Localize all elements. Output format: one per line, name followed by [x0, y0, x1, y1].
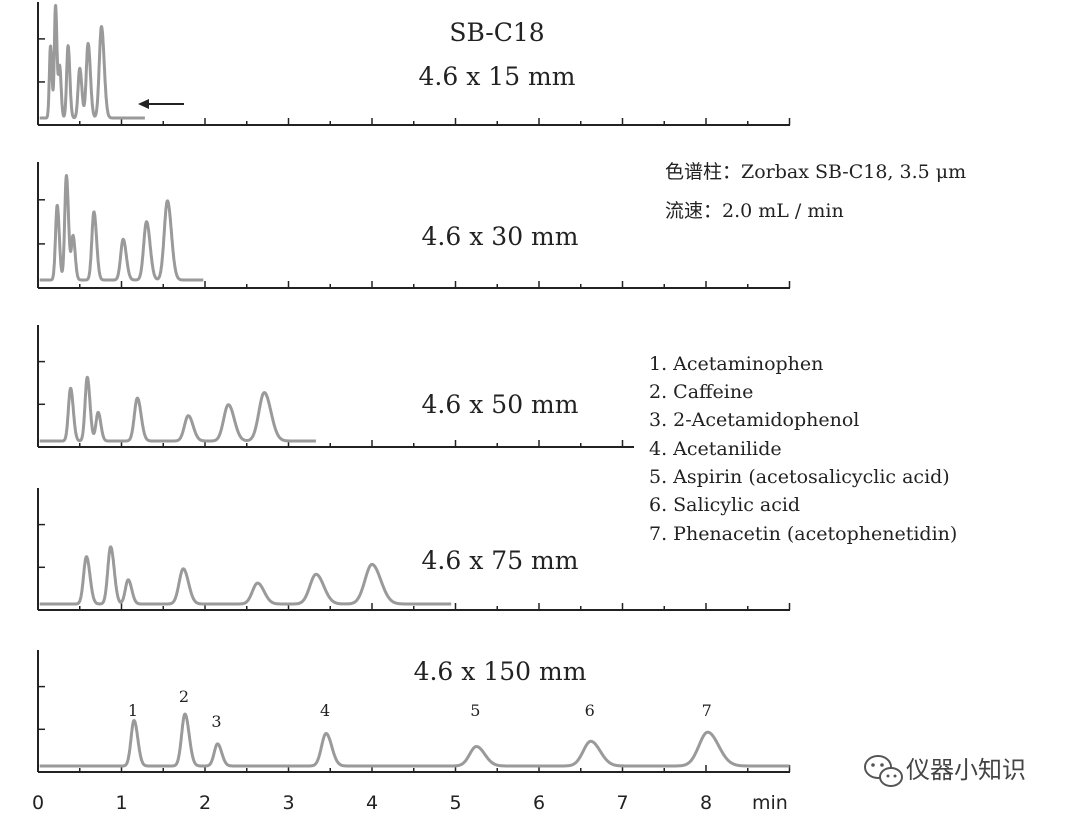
wechat-icon: [864, 755, 903, 787]
watermark: 仪器小知识: [864, 755, 1026, 787]
x-tick-label: 4: [366, 792, 378, 814]
column-info-line-1: 色谱柱：Zorbax SB-C18, 3.5 μm: [665, 161, 966, 183]
panel: 4.6 x 50 mm: [37, 325, 634, 448]
panel: 4.6 x 150 mm 1 2 3 4 5 6 7: [37, 650, 791, 773]
chromatogram-panels: 4.6 x 15 mm 4.6 x 30 mm 4.6 x 50 mm 4.6 x 7…: [37, 2, 791, 773]
chart-title: SB-C18: [449, 18, 544, 47]
legend-item: 6. Salicylic acid: [649, 494, 800, 516]
legend-item: 1. Acetaminophen: [649, 353, 823, 375]
peak-label: 1: [128, 701, 138, 720]
panel-label: 4.6 x 50 mm: [422, 390, 579, 419]
peak-label: 6: [585, 701, 595, 720]
x-axis-label: min: [752, 792, 788, 814]
x-tick-label: 0: [32, 792, 44, 814]
x-axis-ticks: 0 1 2 3 4 5 6 7 8: [32, 792, 712, 814]
x-tick-label: 2: [199, 792, 211, 814]
chromatogram-trace: [38, 545, 453, 606]
legend-item: 4. Acetanilide: [649, 438, 782, 460]
panel-label: 4.6 x 15 mm: [419, 62, 576, 91]
legend-item: 7. Phenacetin (acetophenetidin): [649, 523, 957, 545]
x-tick-label: 6: [533, 792, 545, 814]
legend-item: 3. 2-Acetamidophenol: [649, 409, 859, 431]
chromatogram-trace: [38, 4, 146, 120]
column-info-line-2: 流速：2.0 mL / min: [665, 200, 844, 222]
chromatogram-trace: [38, 712, 791, 768]
peak-label: 4: [320, 701, 330, 720]
chromatogram-trace: [38, 174, 205, 282]
panel-label: 4.6 x 30 mm: [422, 222, 579, 251]
panel: 4.6 x 30 mm: [37, 162, 791, 289]
legend-item: 5. Aspirin (acetosalicyclic acid): [649, 466, 950, 488]
arrow-icon: [138, 99, 184, 109]
watermark-text: 仪器小知识: [906, 756, 1026, 784]
x-tick-label: 5: [449, 792, 461, 814]
panel: 4.6 x 15 mm: [37, 2, 791, 126]
peak-label: 7: [702, 701, 712, 720]
panel: 4.6 x 75 mm: [37, 488, 791, 611]
panel-label: 4.6 x 150 mm: [414, 657, 587, 686]
peak-label: 2: [179, 687, 189, 706]
peak-label: 5: [470, 701, 480, 720]
x-tick-label: 1: [115, 792, 127, 814]
legend: 1. Acetaminophen 2. Caffeine 3. 2-Acetam…: [649, 353, 957, 545]
x-tick-label: 7: [616, 792, 628, 814]
panel-label: 4.6 x 75 mm: [422, 546, 579, 575]
legend-item: 2. Caffeine: [649, 381, 753, 403]
chromatogram-trace: [38, 375, 318, 443]
x-tick-label: 8: [700, 792, 712, 814]
x-tick-label: 3: [282, 792, 294, 814]
peak-label: 3: [211, 712, 221, 731]
